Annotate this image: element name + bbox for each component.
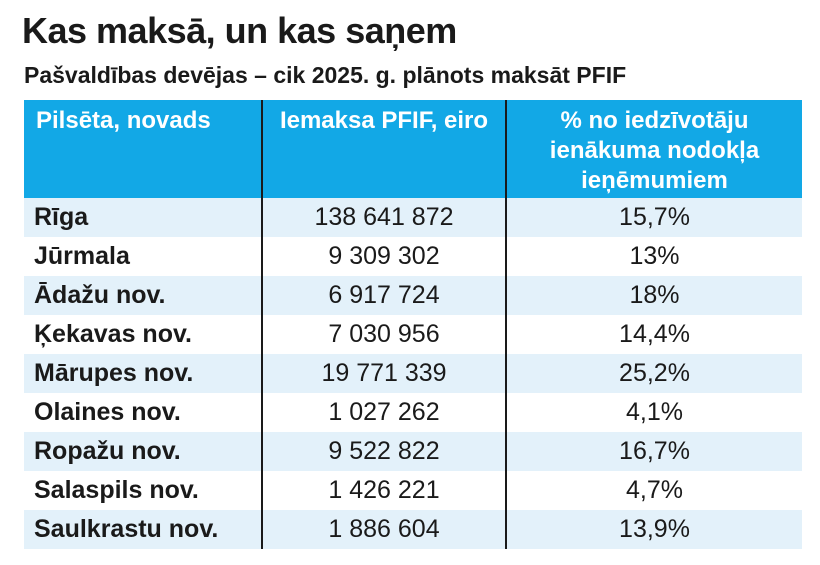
cell-percent: 16,7% (505, 432, 802, 471)
cell-city: Jūrmala (24, 237, 262, 276)
cell-payment: 6 917 724 (261, 276, 506, 315)
table-row: Saulkrastu nov. 1 886 604 13,9% (24, 510, 802, 549)
cell-percent: 14,4% (505, 315, 802, 354)
cell-payment: 1 027 262 (261, 393, 506, 432)
cell-city: Ropažu nov. (24, 432, 262, 471)
cell-payment: 1 886 604 (261, 510, 506, 549)
table-header-row: Pilsēta, novads Iemaksa PFIF, eiro % no … (24, 100, 802, 198)
table-row: Ropažu nov. 9 522 822 16,7% (24, 432, 802, 471)
cell-percent: 15,7% (505, 198, 802, 237)
table-row: Olaines nov. 1 027 262 4,1% (24, 393, 802, 432)
cell-payment: 7 030 956 (261, 315, 506, 354)
cell-percent: 18% (505, 276, 802, 315)
cell-percent: 13,9% (505, 510, 802, 549)
cell-payment: 19 771 339 (261, 354, 506, 393)
cell-percent: 4,7% (505, 471, 802, 510)
header-payment: Iemaksa PFIF, eiro (261, 100, 506, 198)
cell-payment: 9 522 822 (261, 432, 506, 471)
table-row: Mārupes nov. 19 771 339 25,2% (24, 354, 802, 393)
cell-city: Mārupes nov. (24, 354, 262, 393)
header-city: Pilsēta, novads (24, 100, 262, 198)
table-row: Rīga 138 641 872 15,7% (24, 198, 802, 237)
table-row: Ādažu nov. 6 917 724 18% (24, 276, 802, 315)
header-percent: % no iedzīvotāju ienākuma nodokļa ieņēmu… (505, 100, 802, 198)
page-title: Kas maksā, un kas saņem (22, 10, 457, 51)
cell-percent: 25,2% (505, 354, 802, 393)
cell-payment: 138 641 872 (261, 198, 506, 237)
cell-city: Ādažu nov. (24, 276, 262, 315)
page-subtitle: Pašvaldības devējas – cik 2025. g. plāno… (24, 62, 627, 88)
cell-city: Ķekavas nov. (24, 315, 262, 354)
cell-city: Saulkrastu nov. (24, 510, 262, 549)
cell-city: Salaspils nov. (24, 471, 262, 510)
cell-percent: 4,1% (505, 393, 802, 432)
cell-payment: 1 426 221 (261, 471, 506, 510)
cell-payment: 9 309 302 (261, 237, 506, 276)
cell-percent: 13% (505, 237, 802, 276)
table-row: Ķekavas nov. 7 030 956 14,4% (24, 315, 802, 354)
table-row: Jūrmala 9 309 302 13% (24, 237, 802, 276)
data-table: Pilsēta, novads Iemaksa PFIF, eiro % no … (24, 100, 802, 549)
cell-city: Rīga (24, 198, 262, 237)
cell-city: Olaines nov. (24, 393, 262, 432)
table-row: Salaspils nov. 1 426 221 4,7% (24, 471, 802, 510)
